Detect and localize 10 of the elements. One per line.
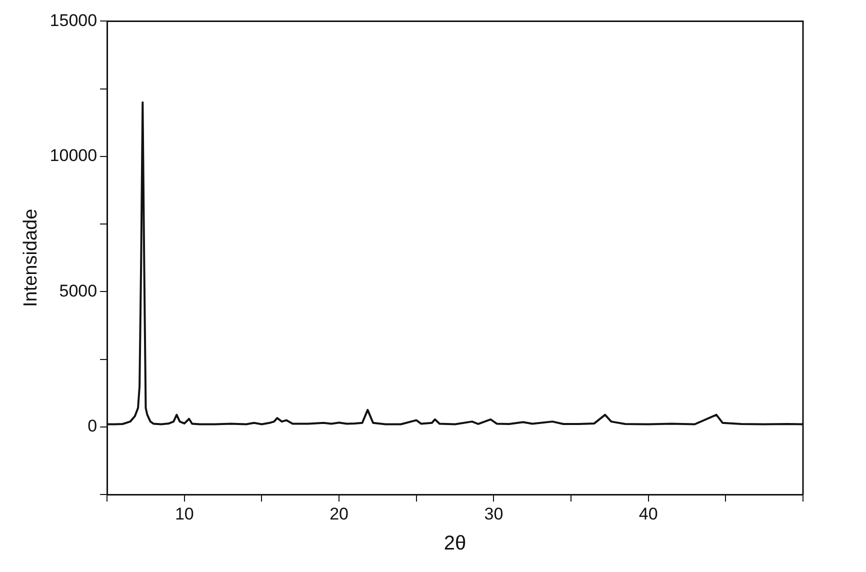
y-tick-label: 10000	[50, 146, 98, 166]
y-tick-label: 5000	[59, 281, 98, 300]
y-tick-label: 15000	[50, 10, 98, 30]
x-tick-label: 40	[638, 504, 658, 524]
y-tick-label: 0	[88, 416, 98, 436]
x-axis-title: 2θ	[444, 532, 466, 555]
x-tick-label: 20	[330, 504, 349, 524]
y-axis-title: Intensidade	[20, 208, 42, 308]
x-tick-label: 10	[174, 504, 194, 524]
x-tick-label: 30	[484, 504, 504, 524]
